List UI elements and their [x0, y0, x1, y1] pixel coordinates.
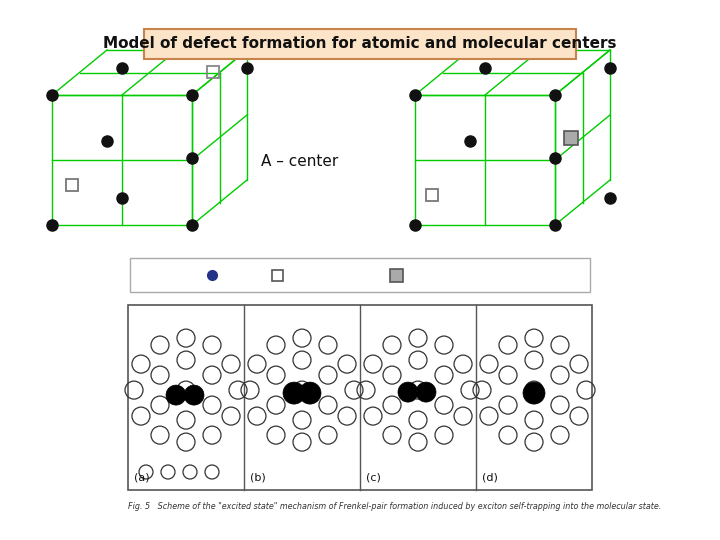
Bar — [272, 269, 283, 280]
Circle shape — [166, 385, 186, 405]
Text: – vacancy ,: – vacancy , — [288, 268, 366, 282]
Circle shape — [184, 385, 204, 405]
Text: – interstitial: – interstitial — [409, 268, 491, 282]
Text: +: + — [188, 266, 196, 276]
Circle shape — [398, 382, 418, 402]
Text: (b): (b) — [250, 473, 266, 483]
Bar — [66, 179, 78, 191]
Text: ,: , — [195, 268, 199, 282]
Bar — [390, 268, 403, 281]
Text: A – center: A – center — [261, 154, 338, 170]
Text: – Ne: – Ne — [152, 268, 186, 282]
Bar — [564, 131, 578, 145]
Circle shape — [523, 382, 545, 404]
Circle shape — [283, 382, 305, 404]
Text: (d): (d) — [482, 473, 498, 483]
Bar — [130, 258, 590, 292]
Text: Model of defect formation for atomic and molecular centers: Model of defect formation for atomic and… — [103, 37, 617, 51]
Circle shape — [299, 382, 321, 404]
Circle shape — [416, 382, 436, 402]
Bar — [128, 305, 592, 490]
FancyBboxPatch shape — [144, 29, 576, 59]
Bar — [207, 66, 219, 78]
Text: (a): (a) — [134, 473, 150, 483]
Text: Fig. 5   Scheme of the "excited state" mechanism of Frenkel-pair formation induc: Fig. 5 Scheme of the "excited state" mec… — [128, 502, 661, 511]
Text: 0: 0 — [255, 266, 261, 276]
Bar — [426, 189, 438, 201]
Text: – Ne: – Ne — [220, 268, 250, 282]
Text: (c): (c) — [366, 473, 381, 483]
Text: ,: , — [261, 268, 266, 282]
Text: o: o — [142, 268, 150, 282]
